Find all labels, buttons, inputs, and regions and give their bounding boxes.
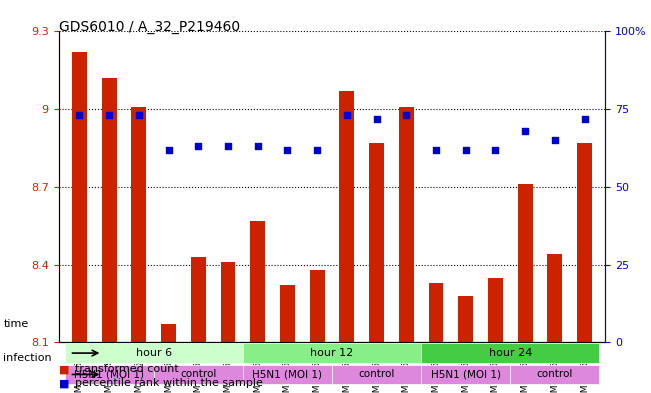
Point: [520, 128, 531, 134]
Point: [460, 147, 471, 153]
Bar: [310, 270, 325, 342]
Bar: [577, 143, 592, 342]
Point: [579, 116, 590, 122]
Point: [431, 147, 441, 153]
Bar: [518, 184, 533, 342]
Text: GDS6010 / A_32_P219460: GDS6010 / A_32_P219460: [59, 20, 240, 34]
Text: time: time: [3, 319, 29, 329]
Point: [74, 112, 85, 119]
Text: infection: infection: [3, 353, 52, 363]
Text: ■: ■: [59, 378, 69, 388]
Bar: [369, 143, 384, 342]
Bar: [161, 324, 176, 342]
Text: hour 6: hour 6: [135, 348, 172, 358]
FancyBboxPatch shape: [421, 343, 600, 363]
FancyBboxPatch shape: [510, 365, 600, 384]
Bar: [488, 277, 503, 342]
Point: [401, 112, 411, 119]
Point: [490, 147, 501, 153]
Bar: [250, 220, 265, 342]
FancyBboxPatch shape: [154, 365, 243, 384]
Point: [371, 116, 381, 122]
Text: transformed count: transformed count: [75, 364, 178, 375]
Bar: [72, 52, 87, 342]
Point: [253, 143, 263, 150]
Point: [342, 112, 352, 119]
Bar: [428, 283, 443, 342]
Point: [283, 147, 293, 153]
Text: H5N1 (MOI 1): H5N1 (MOI 1): [431, 369, 501, 380]
Bar: [132, 107, 146, 342]
Point: [549, 137, 560, 143]
FancyBboxPatch shape: [243, 365, 332, 384]
FancyBboxPatch shape: [64, 365, 154, 384]
Text: H5N1 (MOI 1): H5N1 (MOI 1): [74, 369, 144, 380]
Point: [163, 147, 174, 153]
Text: ■: ■: [59, 364, 69, 375]
Point: [312, 147, 322, 153]
Bar: [280, 285, 295, 342]
FancyBboxPatch shape: [421, 365, 510, 384]
Point: [104, 112, 115, 119]
Point: [193, 143, 204, 150]
Text: control: control: [359, 369, 395, 380]
Bar: [339, 91, 354, 342]
Bar: [399, 107, 414, 342]
FancyBboxPatch shape: [243, 343, 421, 363]
FancyBboxPatch shape: [64, 343, 243, 363]
Text: hour 24: hour 24: [489, 348, 532, 358]
FancyBboxPatch shape: [332, 365, 421, 384]
Text: H5N1 (MOI 1): H5N1 (MOI 1): [253, 369, 322, 380]
Point: [223, 143, 233, 150]
Text: control: control: [536, 369, 573, 380]
Bar: [458, 296, 473, 342]
Bar: [102, 78, 117, 342]
Text: control: control: [180, 369, 217, 380]
Bar: [547, 254, 562, 342]
Bar: [221, 262, 236, 342]
Point: [133, 112, 144, 119]
Text: percentile rank within the sample: percentile rank within the sample: [75, 378, 263, 388]
Text: hour 12: hour 12: [311, 348, 353, 358]
Bar: [191, 257, 206, 342]
